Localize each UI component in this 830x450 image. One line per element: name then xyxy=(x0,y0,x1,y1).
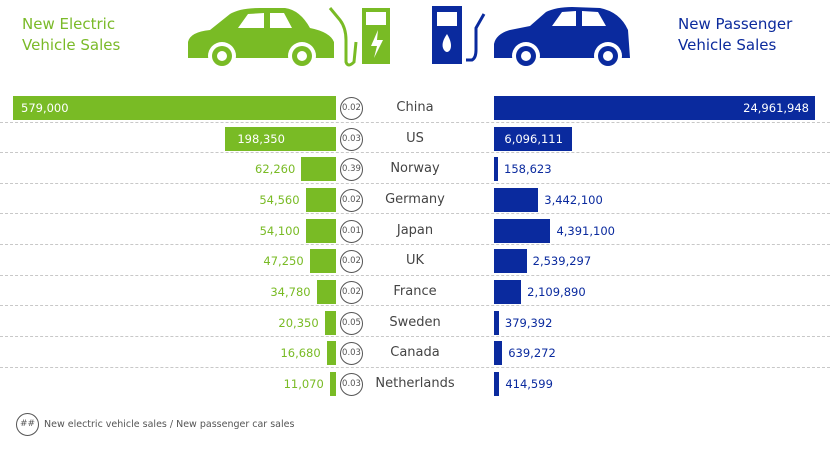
row-canada: 16,680 0.03 Canada 639,272 xyxy=(0,338,830,368)
passenger-bar xyxy=(494,126,573,151)
charging-station-icon xyxy=(328,7,390,67)
row-germany: 54,560 0.02 Germany 3,442,100 xyxy=(0,185,830,215)
country-label: UK xyxy=(405,253,425,269)
passenger-bar xyxy=(494,279,522,304)
passenger-bar xyxy=(494,187,539,212)
ev-bar xyxy=(309,249,336,274)
title-line: Vehicle Sales xyxy=(22,36,121,54)
country-label: China xyxy=(396,100,434,115)
ratio-badge: 0.03 xyxy=(340,372,363,396)
row-divider xyxy=(0,244,830,246)
country-label: France xyxy=(393,283,437,299)
ratio-badge: 0.02 xyxy=(340,188,363,212)
country-label: Japan xyxy=(396,222,434,238)
ev-bar xyxy=(13,96,336,120)
ev-bar xyxy=(324,310,336,335)
ev-bar xyxy=(305,187,336,212)
passenger-value: 2,109,890 xyxy=(527,284,586,299)
row-japan: 54,100 0.01 Japan 4,391,100 xyxy=(0,216,830,246)
passenger-value: 379,392 xyxy=(504,315,553,330)
ratio-badge: 0.39 xyxy=(340,158,363,182)
title-line: New Passenger xyxy=(678,15,793,33)
passenger-bar xyxy=(494,371,500,396)
row-divider xyxy=(0,213,830,215)
ratio-badge: 0.02 xyxy=(340,250,363,274)
ratio-badge: 0.03 xyxy=(340,342,363,366)
row-divider xyxy=(0,152,830,154)
country-label: Canada xyxy=(390,345,440,361)
row-divider xyxy=(0,274,830,276)
row-netherlands: 11,070 0.03 Netherlands 414,599 xyxy=(0,369,830,399)
passenger-bar xyxy=(494,310,499,335)
ratio-badge: 0.01 xyxy=(340,219,363,243)
legend-text: New electric vehicle sales / New passeng… xyxy=(44,419,295,430)
ev-value: 16,680 xyxy=(280,346,321,361)
country-label: US xyxy=(406,130,424,146)
row-divider xyxy=(0,305,830,307)
row-china: 579,000 0.02 China 24,961,948 xyxy=(0,93,830,123)
row-uk: 47,250 0.02 UK 2,539,297 xyxy=(0,246,830,276)
passenger-value: 2,539,297 xyxy=(532,254,592,269)
passenger-bar xyxy=(494,218,551,243)
passenger-value: 6,096,111 xyxy=(504,131,563,146)
passenger-car-icon xyxy=(494,7,630,70)
ev-value: 54,100 xyxy=(259,223,300,238)
passenger-value: 4,391,100 xyxy=(556,223,615,238)
passenger-value: 3,442,100 xyxy=(544,192,603,207)
fuel-pump-icon xyxy=(432,6,486,64)
ev-bar xyxy=(329,371,336,396)
row-us: 198,350 0.03 US 6,096,111 xyxy=(0,124,830,154)
row-divider xyxy=(0,366,830,368)
ratio-badge: 0.02 xyxy=(340,280,363,304)
passenger-value: 158,623 xyxy=(504,162,552,177)
ev-value: 54,560 xyxy=(259,192,300,207)
row-divider xyxy=(0,121,830,123)
passenger-value: 414,599 xyxy=(505,376,553,391)
passenger-bar xyxy=(494,96,815,120)
passenger-value: 24,961,948 xyxy=(743,101,809,115)
ev-value: 62,260 xyxy=(255,162,296,177)
country-label: Germany xyxy=(385,191,445,207)
ev-sales-title: New Electric Vehicle Sales xyxy=(22,14,120,56)
passenger-value: 639,272 xyxy=(508,346,556,361)
ev-value: 579,000 xyxy=(21,101,69,115)
ev-bar xyxy=(326,341,336,366)
country-label: Netherlands xyxy=(375,375,455,391)
legend: ## New electric vehicle sales / New passe… xyxy=(16,413,294,436)
ev-value: 47,250 xyxy=(263,254,304,269)
row-france: 34,780 0.02 France 2,109,890 xyxy=(0,277,830,307)
ratio-badge: 0.02 xyxy=(340,97,363,120)
title-line: New Electric xyxy=(22,15,116,33)
row-divider xyxy=(0,182,830,184)
ratio-badge: 0.03 xyxy=(340,127,363,151)
ev-bar xyxy=(301,157,336,182)
ev-bar xyxy=(225,126,336,151)
ev-bar xyxy=(305,218,336,243)
ev-value: 34,780 xyxy=(270,284,311,299)
row-norway: 62,260 0.39 Norway 158,623 xyxy=(0,154,830,184)
passenger-bar xyxy=(494,157,498,182)
row-sweden: 20,350 0.05 Sweden 379,392 xyxy=(0,308,830,338)
ev-value: 11,070 xyxy=(283,376,324,391)
ratio-badge: 0.05 xyxy=(340,311,363,335)
row-divider xyxy=(0,336,830,338)
title-line: Vehicle Sales xyxy=(678,36,777,54)
legend-ratio-symbol: ## xyxy=(16,413,39,436)
ev-value: 198,350 xyxy=(237,131,285,146)
passenger-bar xyxy=(494,249,527,274)
country-label: Sweden xyxy=(389,314,441,330)
ev-value: 20,350 xyxy=(278,315,319,330)
ev-bar xyxy=(316,279,336,304)
country-label: Norway xyxy=(390,161,440,177)
passenger-sales-title: New Passenger Vehicle Sales xyxy=(678,14,792,56)
electric-car-icon xyxy=(188,8,334,70)
passenger-bar xyxy=(494,341,503,366)
car-icons xyxy=(188,6,630,70)
